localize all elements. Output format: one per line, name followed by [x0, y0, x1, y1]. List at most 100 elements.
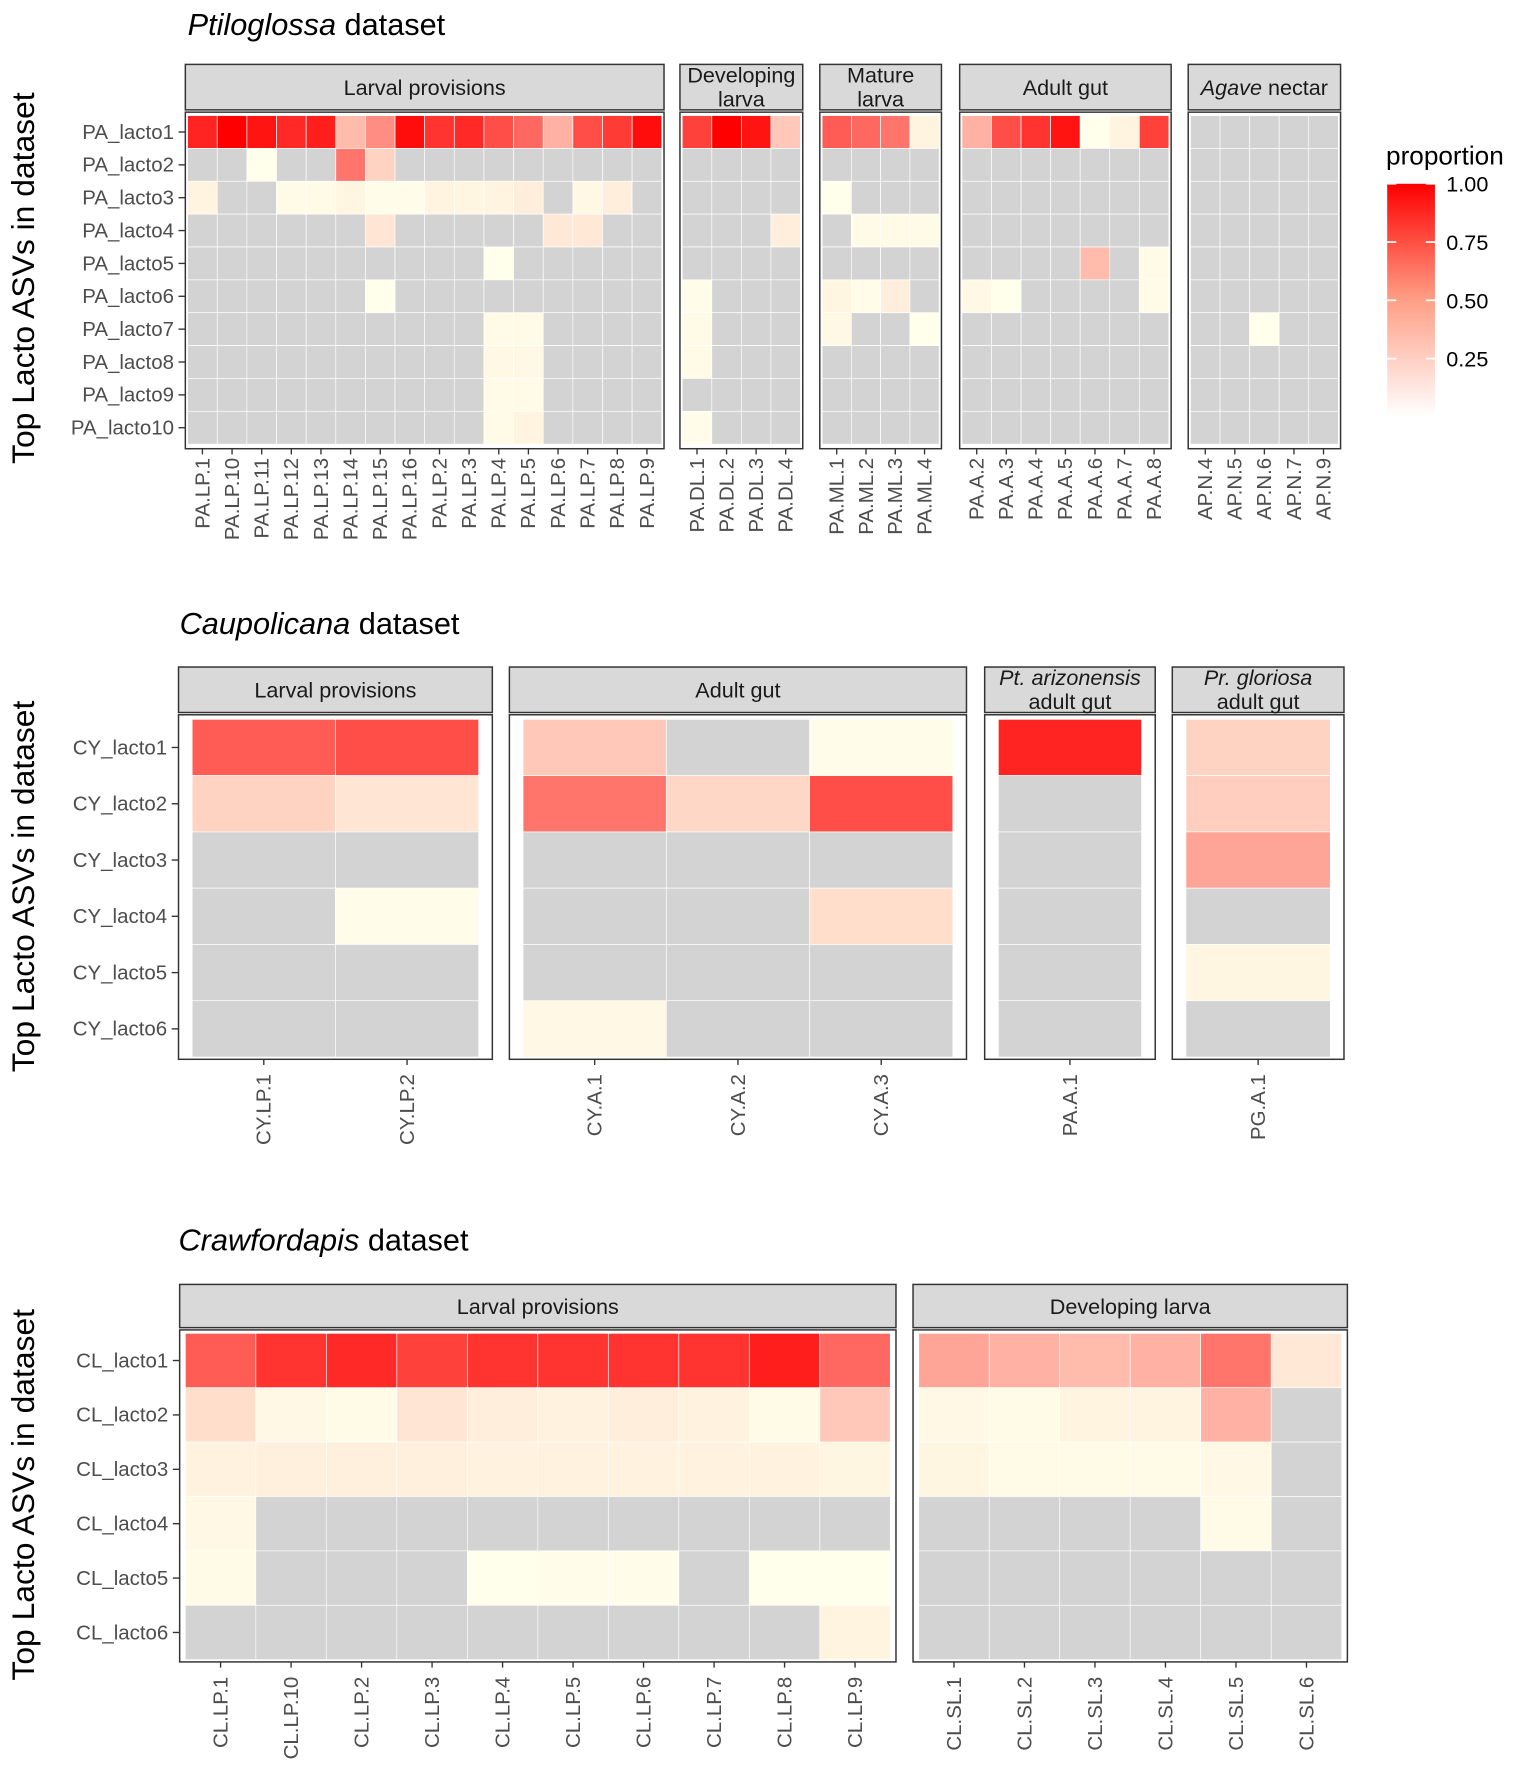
heatmap-cell	[466, 1332, 539, 1389]
column-label: PA.LP.14	[339, 458, 362, 540]
heatmap-cell	[191, 831, 336, 889]
column-label: PA.LP.2	[428, 458, 451, 529]
row-label: PA_lacto8	[82, 351, 174, 374]
heatmap-cell	[216, 410, 248, 445]
heatmap-cell	[1050, 345, 1081, 379]
column-label: CL.SL.3	[1084, 1677, 1107, 1751]
heatmap-cell	[988, 1550, 1061, 1606]
heatmap-cell	[1138, 312, 1170, 346]
heatmap-cell	[246, 246, 277, 281]
heatmap-cell	[1138, 148, 1170, 182]
heatmap-cell	[184, 1387, 257, 1443]
heatmap-cell	[1050, 410, 1081, 445]
heatmap-cell	[513, 180, 544, 215]
heatmap-cell	[997, 1000, 1142, 1058]
heatmap-cell	[678, 1550, 750, 1606]
heatmap-cell	[821, 410, 852, 445]
heatmap-cell	[991, 213, 1022, 248]
heatmap-cell	[246, 312, 277, 346]
heatmap-cell	[187, 246, 218, 281]
heatmap-cell	[453, 246, 485, 281]
heatmap-cell	[821, 378, 852, 412]
heatmap-cell	[572, 148, 603, 182]
heatmap-cell	[483, 312, 514, 346]
heatmap-cell	[483, 148, 514, 182]
heatmap-cell	[513, 115, 544, 149]
legend-tick-label: 0.50	[1446, 288, 1488, 313]
heatmap-cell	[483, 213, 514, 248]
column-label: CL.LP.8	[773, 1677, 796, 1748]
heatmap-cell	[537, 1387, 609, 1443]
heatmap-cell	[1249, 115, 1280, 149]
heatmap-cell	[1109, 410, 1140, 445]
heatmap-cell	[1050, 378, 1081, 412]
facet-strip	[178, 1283, 897, 1329]
heatmap-cell	[1200, 1332, 1272, 1389]
heatmap-cell	[607, 1441, 680, 1497]
heatmap-cell	[1129, 1332, 1202, 1389]
heatmap-cell	[1138, 410, 1170, 445]
column-label: PA.LP.10	[221, 458, 244, 540]
heatmap-cell	[678, 1332, 750, 1389]
facet-strip-label: Pt. arizonensis	[999, 665, 1141, 690]
heatmap-cell	[394, 312, 426, 346]
heatmap-cell	[1079, 115, 1111, 149]
heatmap-cell	[453, 279, 485, 314]
heatmap-cell	[542, 410, 574, 445]
heatmap-cell	[602, 410, 633, 445]
heatmap-cell	[542, 246, 574, 281]
column-label: PA.LP.13	[310, 458, 333, 540]
heatmap-cell	[607, 1604, 680, 1660]
heatmap-cell	[741, 279, 772, 314]
row-label: CL_lacto4	[76, 1513, 168, 1536]
heatmap-cell	[1190, 148, 1221, 182]
heatmap-cell	[1308, 345, 1339, 379]
heatmap-cell	[513, 345, 544, 379]
heatmap-cell	[453, 410, 485, 445]
heatmap-cell	[748, 1604, 821, 1660]
facet-strip-label: Larval provisions	[254, 678, 416, 703]
heatmap-cell	[602, 312, 633, 346]
facet: Agave nectar AP.N.4 AP.N.5 AP.N.6 AP.N.7 AP.N…	[1187, 63, 1342, 520]
column-label: PA.A.5	[1054, 458, 1077, 520]
heatmap-cell	[335, 345, 366, 379]
column-label: CL.LP.9	[844, 1677, 867, 1748]
column-label: CL.SL.1	[943, 1677, 966, 1751]
heatmap-cell	[394, 345, 426, 379]
heatmap-cell	[918, 1441, 990, 1497]
heatmap-cell	[325, 1496, 398, 1552]
heatmap-cell	[711, 345, 742, 379]
heatmap-cell	[880, 213, 911, 248]
heatmap-cell	[681, 180, 713, 215]
heatmap-cell	[918, 1332, 990, 1389]
heatmap-cell	[335, 410, 366, 445]
heatmap-cell	[1109, 345, 1140, 379]
heatmap-cell	[1308, 378, 1339, 412]
heatmap-cell	[216, 345, 248, 379]
facet: Larval provisions CL.LP.1 CL.LP.10 CL.LP.2 C…	[178, 1283, 897, 1759]
heatmap-cell	[631, 345, 663, 379]
heatmap-cell	[602, 345, 633, 379]
heatmap-cell	[216, 180, 248, 215]
heatmap-cell	[961, 246, 992, 281]
heatmap-cell	[909, 213, 940, 248]
heatmap-cell	[483, 246, 514, 281]
column-label: PA.ML.3	[884, 458, 907, 535]
heatmap-cell	[255, 1387, 327, 1443]
heatmap-cell	[1200, 1550, 1272, 1606]
heatmap-cell	[305, 345, 337, 379]
heatmap-cell	[741, 213, 772, 248]
dataset-panel: Ptiloglossa dataset Top Lacto ASVs in dat…	[5, 7, 1342, 540]
heatmap-cell	[821, 312, 852, 346]
heatmap-cell	[821, 148, 852, 182]
facet-strip-label: Larval provisions	[344, 75, 506, 100]
column-label: CL.LP.6	[632, 1677, 655, 1748]
heatmap-cell	[748, 1387, 821, 1443]
heatmap-cell	[851, 279, 881, 314]
heatmap-cell	[741, 115, 772, 149]
heatmap-cell	[424, 345, 455, 379]
heatmap-cell	[365, 312, 396, 346]
heatmap-cell	[396, 1496, 468, 1552]
column-label: PA.A.7	[1113, 458, 1136, 520]
